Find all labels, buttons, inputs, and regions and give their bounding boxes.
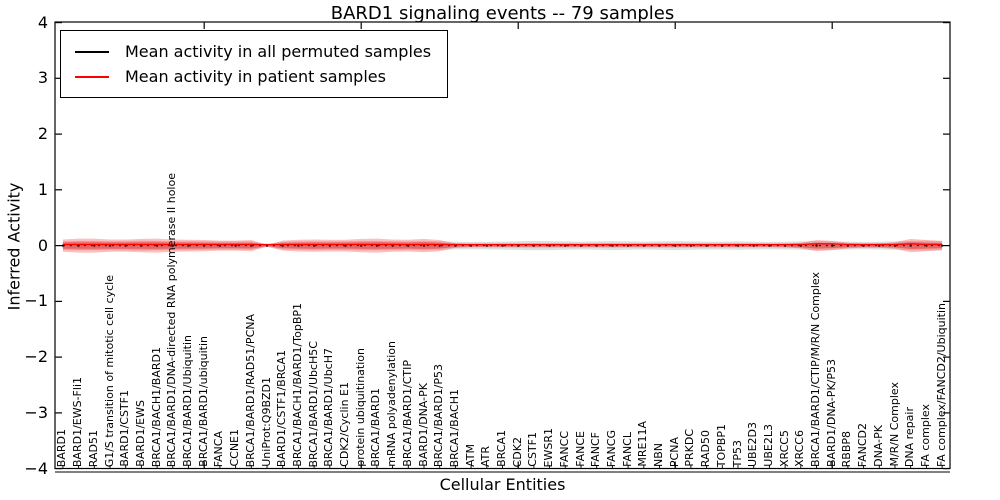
x-category-label: BARD1/DNA-PK/P53 bbox=[824, 358, 838, 467]
y-tick-label: 2 bbox=[37, 124, 48, 143]
x-category-label: BRCA1/BARD1/UbcH5C bbox=[306, 340, 320, 467]
y-tick-label: 1 bbox=[37, 180, 48, 199]
x-category-label: BRCA1/BACH1 bbox=[447, 388, 461, 467]
x-category-label: RBBP8 bbox=[840, 430, 854, 467]
axes-frame bbox=[54, 21, 951, 470]
x-category-label: FANCE bbox=[573, 431, 587, 467]
y-tick-label: −3 bbox=[24, 403, 48, 422]
legend-label-patient: Mean activity in patient samples bbox=[125, 67, 386, 86]
x-category-label: CDK2 bbox=[510, 436, 524, 467]
x-category-label: FANCC bbox=[557, 430, 571, 467]
x-category-label: BRCA1 bbox=[495, 430, 508, 467]
legend-item-permuted: Mean activity in all permuted samples bbox=[75, 39, 431, 64]
permuted-mean-marker bbox=[831, 244, 834, 247]
x-category-label: G1/S transition of mitotic cell cycle bbox=[102, 274, 116, 467]
patient-mean-line bbox=[62, 243, 943, 246]
x-category-label: MRE11A bbox=[636, 421, 650, 467]
x-category-label: PRKDC bbox=[683, 429, 697, 467]
patient-line-swatch bbox=[75, 75, 109, 78]
legend: Mean activity in all permuted samples Me… bbox=[60, 30, 449, 98]
y-tick-label: −4 bbox=[24, 459, 48, 478]
x-category-label: EWSR1 bbox=[542, 427, 556, 467]
x-category-label: BARD1/EWS bbox=[133, 400, 147, 467]
x-category-label: RAD50 bbox=[699, 429, 713, 467]
x-category-label: BARD1 bbox=[55, 428, 69, 467]
x-category-label: BARD1/CSTF1 bbox=[118, 390, 132, 467]
x-category-label: BARD1/DNA-PK bbox=[416, 383, 430, 467]
x-category-label: BRCA1/BARD1/UbcH7 bbox=[322, 348, 336, 467]
x-category-label: NBN bbox=[652, 442, 665, 467]
x-category-label: FANCL bbox=[620, 432, 634, 467]
x-category-label: RAD51 bbox=[86, 429, 100, 467]
y-tick-label: 0 bbox=[37, 236, 48, 255]
x-category-label: CSTF1 bbox=[526, 432, 540, 467]
x-category-label: ATM bbox=[463, 444, 477, 467]
x-category-label: M/R/N Complex bbox=[887, 382, 901, 467]
y-tick-label: −2 bbox=[24, 347, 48, 366]
x-category-label: BRCA1/BACH1/BARD1/TopBP1 bbox=[290, 303, 304, 467]
x-category-label: CDK2/Cyclin E1 bbox=[338, 382, 351, 467]
x-category-label: UBE2D3 bbox=[746, 421, 760, 467]
y-tick-label: 3 bbox=[37, 68, 48, 87]
y-tick-label: −1 bbox=[24, 291, 48, 310]
x-category-label: BRCA1/BARD1/RAD51/PCNA bbox=[243, 313, 257, 467]
x-category-label: BRCA1/BARD1/ubiquitin bbox=[196, 336, 210, 467]
x-axis-label: Cellular Entities bbox=[439, 475, 566, 494]
x-category-label: BARD1/EWS-Fli1 bbox=[71, 376, 85, 467]
y-tick-label: 4 bbox=[37, 13, 48, 32]
x-category-label: FANCA bbox=[212, 430, 226, 467]
x-category-label: BRCA1/BACH1/BARD1 bbox=[149, 346, 163, 467]
x-category-label: FA complex/FANCD2/Ubiquitin bbox=[934, 302, 948, 467]
x-category-label: TP53 bbox=[730, 439, 744, 467]
x-category-label: mRNA polyadenylation bbox=[385, 341, 399, 467]
permuted-mean-marker bbox=[815, 244, 818, 247]
x-category-label: FA complex bbox=[918, 404, 932, 467]
x-category-label: DNA repair bbox=[903, 406, 917, 467]
x-category-label: BRCA1/BARD1/Ubiquitin bbox=[181, 335, 194, 467]
x-category-label: TOPBP1 bbox=[714, 423, 728, 467]
x-category-label: UniProt:Q9BZD1 bbox=[259, 377, 273, 467]
x-category-label: FANCG bbox=[604, 429, 618, 467]
y-axis-label: Inferred Activity bbox=[4, 182, 24, 311]
x-category-label: BRCA1/BARD1 bbox=[369, 388, 383, 467]
chart-title: BARD1 signaling events -- 79 samples bbox=[330, 3, 675, 24]
x-category-label: BRCA1/BARD1/CTIP/M/R/N Complex bbox=[809, 272, 822, 467]
x-category-label: ATR bbox=[479, 445, 493, 467]
legend-item-patient: Mean activity in patient samples bbox=[75, 64, 431, 89]
x-category-label: BRCA1/BARD1/DNA-directed RNA polymerase … bbox=[165, 172, 179, 467]
x-category-label: protein ubiquitination bbox=[353, 348, 367, 467]
x-category-label: FANCF bbox=[589, 431, 603, 467]
x-category-label: XRCC5 bbox=[777, 430, 791, 467]
x-category-label: BRCA1/BARD1/P53 bbox=[432, 363, 446, 467]
x-category-label: BRCA1/BARD1/CTIP bbox=[400, 360, 414, 467]
x-category-label: DNA-PK bbox=[871, 425, 885, 467]
x-category-label: FANCD2 bbox=[856, 422, 870, 467]
x-category-label: PCNA bbox=[667, 436, 681, 467]
x-category-label: BARD1/CSTF1/BRCA1 bbox=[275, 349, 289, 467]
x-category-label: XRCC6 bbox=[793, 430, 807, 467]
legend-label-permuted: Mean activity in all permuted samples bbox=[125, 42, 432, 61]
x-category-label: UBE2L3 bbox=[761, 424, 775, 467]
x-category-label: CCNE1 bbox=[228, 429, 242, 467]
permuted-mean-marker bbox=[909, 244, 912, 247]
permuted-line-swatch bbox=[75, 50, 109, 53]
